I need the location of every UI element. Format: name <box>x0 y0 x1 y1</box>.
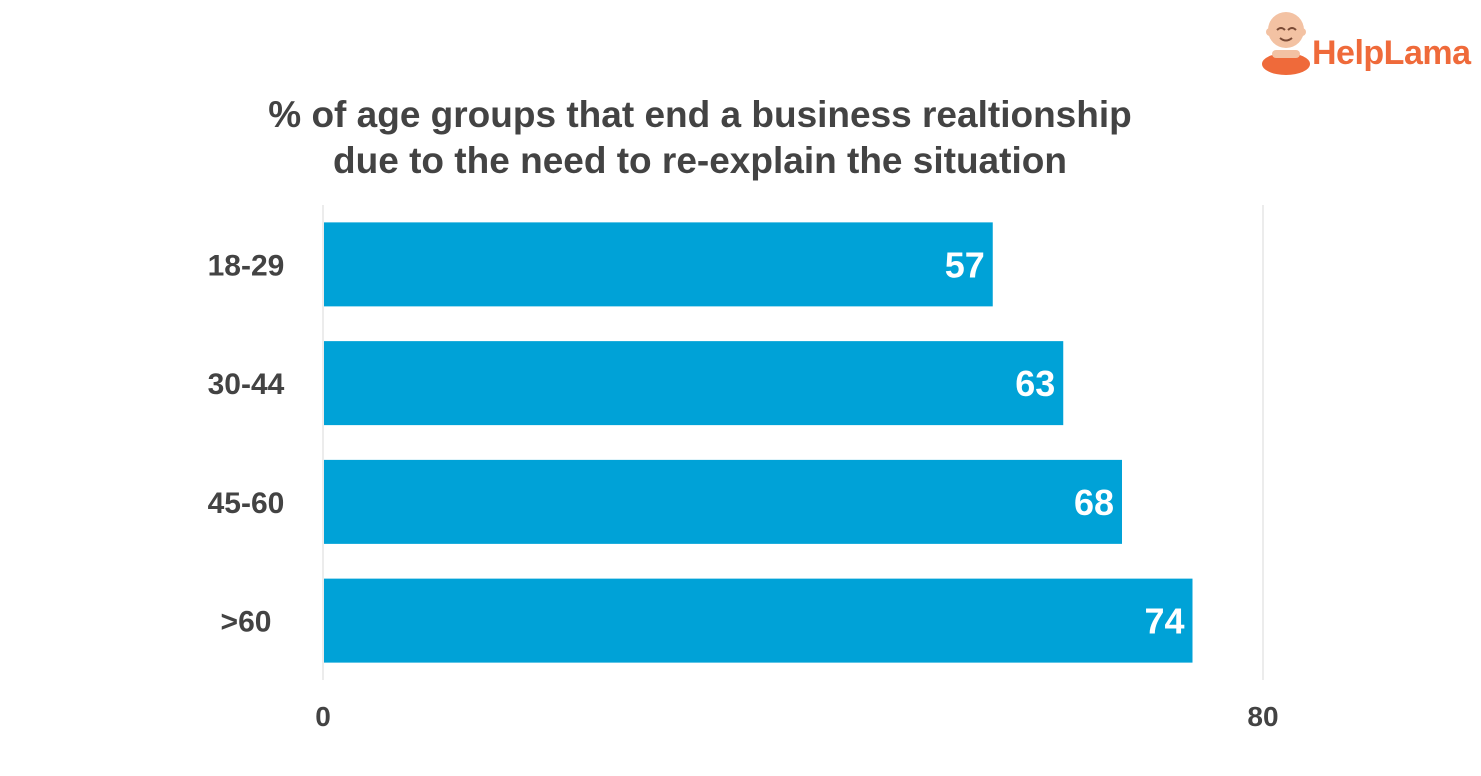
bar <box>324 578 1193 663</box>
chart-title-line-1: % of age groups that end a business real… <box>268 94 1132 135</box>
y-category-label: 18-29 <box>208 249 285 282</box>
x-tick-label: 80 <box>1247 701 1278 732</box>
helplama-logo: HelpLama <box>1258 6 1473 78</box>
y-category-label: 45-60 <box>208 487 285 520</box>
chart-title: % of age groups that end a business real… <box>150 92 1250 184</box>
bar-value-label: 57 <box>945 244 985 285</box>
monk-mascot-icon <box>1262 12 1310 75</box>
bar-value-label: 68 <box>1074 482 1114 523</box>
bar <box>324 222 993 307</box>
y-category-label: >60 <box>221 606 272 639</box>
bar <box>324 459 1122 544</box>
y-category-label: 30-44 <box>208 368 285 401</box>
chart-title-line-2: due to the need to re-explain the situat… <box>333 140 1067 181</box>
x-tick-label: 0 <box>315 701 331 732</box>
bar <box>324 341 1064 426</box>
logo-wordmark: HelpLama <box>1312 34 1471 72</box>
bar-value-label: 63 <box>1015 363 1055 404</box>
bar-value-label: 74 <box>1144 601 1184 642</box>
